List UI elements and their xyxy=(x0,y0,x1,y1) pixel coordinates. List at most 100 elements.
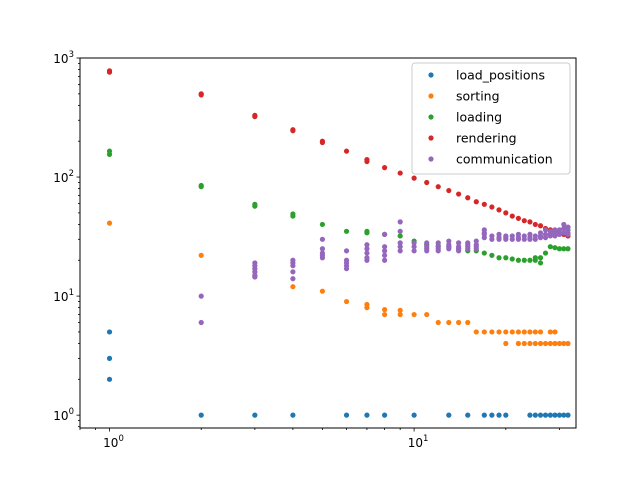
data-point xyxy=(435,248,441,254)
data-point xyxy=(521,236,527,242)
data-point xyxy=(527,329,533,335)
data-point xyxy=(465,319,471,326)
data-point xyxy=(319,221,326,228)
data-point xyxy=(503,412,509,418)
data-point xyxy=(556,340,563,347)
data-point xyxy=(532,236,538,242)
data-point xyxy=(465,195,471,201)
legend-label: loading xyxy=(456,110,502,125)
data-point xyxy=(473,238,479,244)
data-point xyxy=(411,175,417,181)
data-point xyxy=(343,148,350,154)
data-point xyxy=(481,201,487,207)
data-point xyxy=(503,255,509,261)
data-point xyxy=(521,329,527,335)
data-point xyxy=(527,412,533,418)
data-point xyxy=(290,263,296,269)
data-point xyxy=(382,252,388,258)
data-point xyxy=(446,319,452,326)
data-point xyxy=(473,246,479,252)
legend-box xyxy=(411,62,571,175)
data-point xyxy=(503,340,509,347)
data-point xyxy=(198,92,204,98)
data-point xyxy=(106,69,113,75)
data-point xyxy=(552,329,558,335)
data-point xyxy=(537,235,544,241)
legend-marker xyxy=(428,72,434,78)
data-point xyxy=(106,376,113,382)
data-point xyxy=(561,246,567,252)
data-point xyxy=(424,248,430,254)
data-point xyxy=(397,311,403,318)
data-point xyxy=(532,257,538,263)
data-point xyxy=(496,236,502,242)
data-point xyxy=(198,184,204,190)
data-point xyxy=(106,329,113,335)
data-point xyxy=(515,340,522,347)
data-point xyxy=(290,276,296,282)
data-point xyxy=(364,242,370,248)
data-point xyxy=(542,340,549,347)
data-point xyxy=(446,412,452,418)
points-layer xyxy=(106,68,571,418)
series-rendering xyxy=(106,68,571,239)
data-point xyxy=(364,257,370,263)
data-point xyxy=(290,128,296,134)
data-point xyxy=(456,248,462,254)
data-point xyxy=(515,236,522,242)
data-point xyxy=(556,231,563,237)
data-point xyxy=(364,230,370,236)
data-point xyxy=(290,284,296,290)
data-point xyxy=(319,288,326,294)
data-point xyxy=(382,244,388,250)
x-tick-label: 101 xyxy=(408,434,429,450)
legend-marker xyxy=(428,135,434,141)
data-point xyxy=(435,240,441,246)
data-point xyxy=(446,238,452,244)
data-point xyxy=(290,213,296,219)
data-point xyxy=(456,191,462,197)
data-point xyxy=(489,329,495,335)
data-point xyxy=(481,329,487,335)
y-tick-label: 102 xyxy=(53,169,74,185)
data-point xyxy=(496,412,502,418)
data-point xyxy=(532,329,538,335)
y-tick-label: 103 xyxy=(53,50,74,66)
data-point xyxy=(547,233,553,239)
data-point xyxy=(542,412,549,418)
data-point xyxy=(515,329,522,335)
data-point xyxy=(547,329,553,335)
data-point xyxy=(481,412,487,418)
data-point xyxy=(521,257,527,263)
data-point xyxy=(411,412,417,418)
data-point xyxy=(527,257,533,263)
series-communication xyxy=(198,219,571,326)
data-point xyxy=(503,329,509,335)
data-point xyxy=(547,244,553,250)
data-point xyxy=(527,236,533,242)
data-point xyxy=(364,412,370,418)
data-point xyxy=(556,246,563,252)
data-point xyxy=(411,240,417,246)
data-point xyxy=(456,240,462,246)
data-point xyxy=(382,311,388,318)
data-point xyxy=(397,307,403,313)
data-point xyxy=(561,340,567,347)
data-point xyxy=(509,256,515,262)
data-point xyxy=(343,248,350,254)
data-point xyxy=(542,227,549,233)
y-tick-label: 101 xyxy=(53,288,74,304)
data-point xyxy=(382,257,388,263)
data-point xyxy=(198,412,204,418)
data-point xyxy=(382,248,388,254)
data-point xyxy=(561,230,567,236)
data-point xyxy=(547,340,553,347)
data-point xyxy=(489,204,495,210)
data-point xyxy=(503,236,509,242)
series-load-positions xyxy=(106,329,571,418)
data-point xyxy=(537,260,544,266)
x-tick-label: 100 xyxy=(103,434,124,450)
data-point xyxy=(397,244,403,250)
y-tick-label: 100 xyxy=(53,407,74,423)
data-point xyxy=(496,255,502,261)
